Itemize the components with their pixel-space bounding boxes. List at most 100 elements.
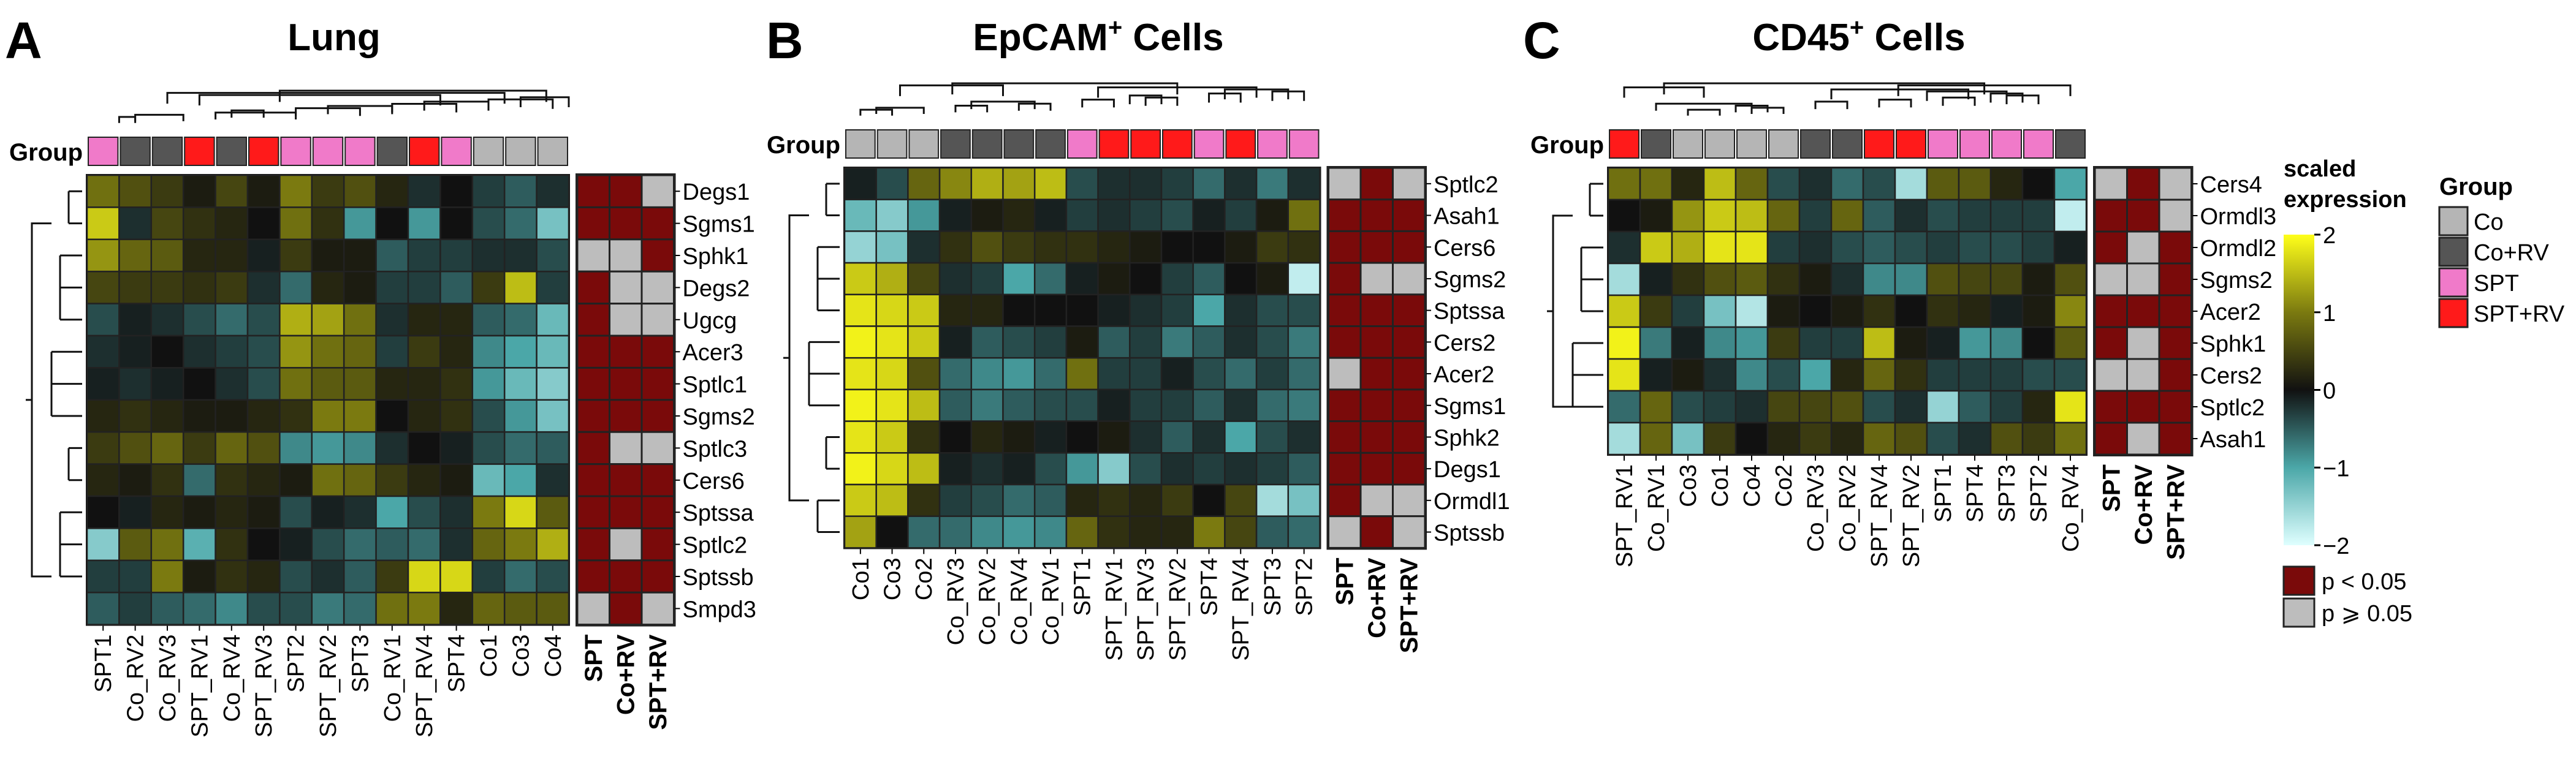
heatmap-cell (1798, 358, 1833, 392)
heatmap-cell (503, 431, 538, 465)
sample-label: SPT_RV1 (1101, 557, 1127, 660)
heatmap-cell (1097, 167, 1131, 200)
significance-cell (640, 431, 675, 466)
sample-label: SPT_RV4 (412, 635, 438, 738)
significance-cell (1359, 167, 1394, 201)
heatmap-cell (1224, 198, 1258, 232)
heatmap-cell (1766, 262, 1801, 296)
heatmap-cell (1192, 325, 1226, 359)
sample-label: SPT2 (1292, 557, 1318, 616)
heatmap-cell (1703, 326, 1737, 360)
heatmap-cell (1926, 421, 1960, 456)
heatmap-cell (907, 420, 941, 454)
sample-label: SPT_RV4 (1867, 464, 1893, 567)
heatmap-cell (1734, 326, 1769, 360)
heatmap-cell (439, 367, 474, 401)
gene-label: Ormdl1 (1434, 489, 1510, 515)
heatmap-cell (1766, 198, 1801, 233)
heatmap-cell (1097, 230, 1131, 264)
heatmap-cell (503, 527, 538, 562)
heatmap-cell (1607, 198, 1641, 233)
heatmap-cell (938, 325, 973, 359)
significance-cell (1359, 483, 1394, 518)
heatmap-cell (970, 420, 1004, 454)
heatmap-cell (1798, 167, 1833, 201)
significance-cell (2094, 294, 2128, 328)
heatmap-cell (1129, 230, 1163, 264)
heatmap-cell (1989, 421, 2024, 456)
heatmap-cell (1255, 262, 1290, 296)
heatmap-cell (1926, 358, 1960, 392)
heatmap-cell (407, 334, 441, 369)
significance-cell (2126, 230, 2160, 265)
significance-cell (609, 206, 643, 241)
heatmap-cell (311, 399, 345, 433)
heatmap-cell (118, 591, 153, 625)
heatmap-cell (1129, 325, 1163, 359)
sample-label: SPT_RV4 (1228, 557, 1254, 660)
heatmap-cell (439, 238, 474, 273)
heatmap-cell (1033, 262, 1068, 296)
scale-tick-label: 0 (2323, 379, 2336, 404)
heatmap-cell (1129, 167, 1163, 200)
heatmap-cell (1830, 421, 1864, 456)
heatmap-cell (970, 357, 1004, 391)
significance-cell (576, 463, 610, 497)
group-cell (376, 137, 408, 166)
significance-cell (609, 366, 643, 401)
heatmap-cell (279, 334, 313, 369)
heatmap-cell (1033, 483, 1068, 517)
heatmap-cell (375, 174, 409, 208)
test-column-label: Co+RV (2130, 464, 2157, 545)
heatmap-cell (86, 174, 120, 208)
group-cell (1959, 129, 1990, 159)
heatmap-cell (1065, 388, 1099, 422)
heatmap-cell (407, 206, 441, 241)
heatmap-cell (1224, 230, 1258, 264)
sample-label: Co_RV3 (943, 557, 969, 645)
gene-label: Acer2 (1434, 362, 1494, 388)
row-dendrogram-link (788, 214, 809, 502)
heatmap-cell (246, 399, 281, 433)
heatmap-cell (439, 463, 474, 497)
group-cell (1609, 129, 1639, 159)
heatmap-cell (1129, 198, 1163, 232)
heatmap-cell (1097, 452, 1131, 486)
heatmap-cell (970, 483, 1004, 517)
significance-cell (2126, 262, 2160, 296)
significance-cell (1392, 420, 1426, 454)
sample-label: SPT_RV2 (316, 635, 341, 738)
column-dendrogram-link (970, 100, 1036, 110)
heatmap-cell (86, 399, 120, 433)
gene-label: Sphk1 (2200, 331, 2266, 357)
significance-cell (1392, 262, 1426, 296)
panel-title: Lung (287, 17, 381, 59)
significance-cell (2126, 358, 2160, 392)
heatmap-cell (1287, 293, 1321, 327)
column-dendrogram-link (1655, 102, 1753, 111)
group-cell (1768, 129, 1799, 159)
heatmap-cell (1033, 293, 1068, 327)
heatmap-cell (407, 431, 441, 465)
heatmap-cell (182, 463, 216, 497)
significance-cell (576, 270, 610, 305)
heatmap-cell (1958, 358, 1992, 392)
heatmap-cell (1958, 390, 1992, 424)
sample-label: SPT_RV2 (1165, 557, 1191, 660)
column-dendrogram-link (1926, 90, 2008, 101)
heatmap-cell (279, 206, 313, 241)
heatmap-cell (439, 270, 474, 304)
heatmap-cell (1862, 421, 1896, 456)
row-dendrogram-link (31, 222, 51, 578)
significance-cell (576, 174, 610, 208)
heatmap-cell (375, 303, 409, 337)
heatmap-cell (1671, 198, 1705, 233)
heatmap-cell (86, 367, 120, 401)
heatmap-cell (970, 230, 1004, 264)
heatmap-cell (1671, 262, 1705, 296)
test-column-label: SPT+RV (645, 634, 672, 730)
heatmap-cell (439, 334, 474, 369)
heatmap-cell (343, 303, 377, 337)
heatmap-cell (1894, 326, 1928, 360)
